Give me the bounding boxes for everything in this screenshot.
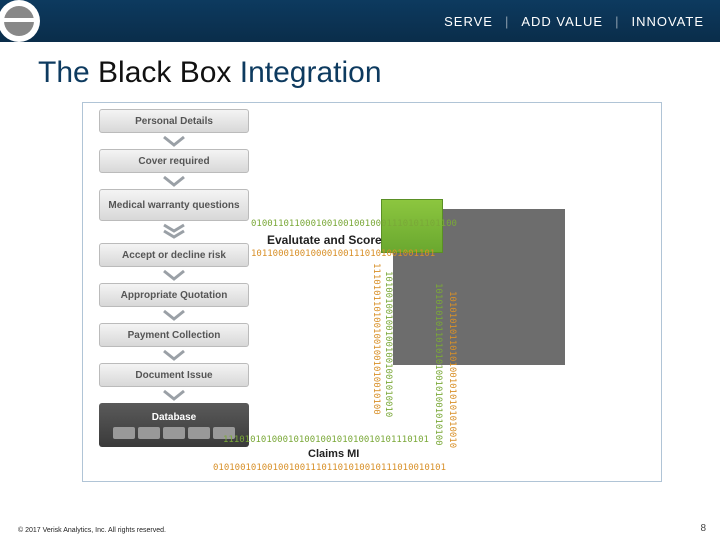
header-bar: SERVE | ADD VALUE | INNOVATE — [0, 0, 720, 42]
flow-box: Document Issue — [99, 363, 249, 387]
title-pre: The — [38, 56, 98, 89]
header-nav: SERVE | ADD VALUE | INNOVATE — [444, 14, 704, 29]
flow-box: Personal Details — [99, 109, 249, 133]
chevron-down-icon — [99, 175, 249, 187]
binary-stream: 11101010100010100100101010010101110101 — [223, 435, 429, 445]
flow-box: Cover required — [99, 149, 249, 173]
nav-addvalue: ADD VALUE — [521, 14, 603, 29]
copyright: © 2017 Verisk Analytics, Inc. All rights… — [18, 527, 166, 534]
logo-icon — [0, 0, 40, 42]
binary-stream: 01001101100010010010010001110101101100 — [251, 219, 457, 229]
binary-stream-vert: 101010101101010100101001010100 — [433, 283, 443, 446]
flow-box: Medical warranty questions — [99, 189, 249, 221]
nav-sep: | — [615, 14, 619, 29]
page-title: The Black Box Integration — [0, 42, 720, 102]
chevron-double-down-icon — [99, 223, 249, 241]
flow-box: Appropriate Quotation — [99, 283, 249, 307]
evaluate-label: Evalutate and Score — [267, 233, 382, 247]
flow-box: Accept or decline risk — [99, 243, 249, 267]
binary-stream-vert: 101001001001001001001010010 — [383, 271, 393, 417]
flow-column: Personal Details Cover required Medical … — [99, 109, 249, 447]
chevron-down-icon — [99, 349, 249, 361]
claims-label: Claims MI — [308, 448, 359, 460]
flow-box: Payment Collection — [99, 323, 249, 347]
title-post: Integration — [231, 56, 381, 89]
database-label: Database — [152, 412, 196, 423]
nav-innovate: INNOVATE — [631, 14, 704, 29]
database-slots-icon — [113, 427, 235, 439]
binary-stream: 1011000100100001001110101001001101 — [251, 249, 435, 259]
chevron-down-icon — [99, 309, 249, 321]
nav-serve: SERVE — [444, 14, 493, 29]
diagram-frame: Personal Details Cover required Medical … — [82, 102, 662, 482]
page-number: 8 — [700, 523, 706, 534]
binary-stream: 0101001010010010011101101010010111010010… — [213, 463, 446, 473]
binary-stream-vert: 1110101101001001001010010100 — [371, 263, 381, 415]
chevron-down-icon — [99, 135, 249, 147]
chevron-down-icon — [99, 389, 249, 401]
title-bold: Black Box — [98, 56, 231, 89]
chevron-down-icon — [99, 269, 249, 281]
binary-stream-vert: 10101010110101001010101010010 — [447, 291, 457, 448]
nav-sep: | — [505, 14, 509, 29]
